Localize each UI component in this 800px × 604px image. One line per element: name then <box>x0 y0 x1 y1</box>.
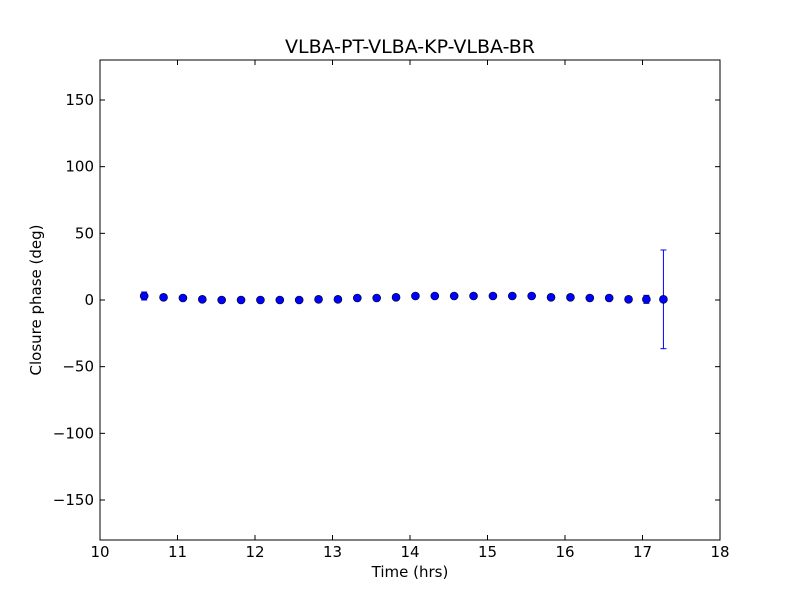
data-point <box>391 293 401 302</box>
x-tick-label: 14 <box>400 543 419 561</box>
data-point <box>256 295 265 305</box>
data-point <box>642 295 651 304</box>
data-point <box>159 293 168 302</box>
x-tick-label: 11 <box>168 543 187 561</box>
data-point <box>314 295 323 304</box>
data-point <box>585 293 595 303</box>
x-tick-label: 13 <box>323 543 342 561</box>
y-tick-label: 50 <box>75 224 94 242</box>
y-tick-label: 150 <box>65 91 94 109</box>
chart-title: VLBA-PT-VLBA-KP-VLBA-BR <box>285 36 535 58</box>
data-point <box>236 295 246 305</box>
data-point <box>198 295 207 304</box>
data-point <box>430 291 440 301</box>
data-point <box>624 295 633 304</box>
data-point <box>275 295 285 305</box>
data-point <box>139 291 149 301</box>
y-tick-label: 0 <box>84 291 94 309</box>
data-point <box>372 293 381 303</box>
axis-ticks: 10 11 12 13 14 15 16 17 18 −150 −100 −50 0 50 100 150 <box>53 60 730 561</box>
data-point <box>546 293 556 302</box>
y-tick-label: 100 <box>65 158 94 176</box>
x-tick-label: 15 <box>478 543 497 561</box>
data-point <box>333 295 343 304</box>
data-point <box>488 291 498 301</box>
data-point <box>604 293 614 303</box>
data-point <box>178 293 188 303</box>
x-tick-label: 16 <box>555 543 574 561</box>
data-point <box>566 293 575 302</box>
plot-area <box>139 249 668 350</box>
y-axis-label: Closure phase (deg) <box>27 225 45 376</box>
data-point <box>659 295 668 304</box>
x-tick-label: 12 <box>245 543 264 561</box>
x-tick-label: 10 <box>90 543 109 561</box>
data-point <box>294 295 304 305</box>
y-tick-label: −150 <box>53 491 94 509</box>
data-point <box>469 291 478 301</box>
x-tick-label: 18 <box>710 543 729 561</box>
data-point <box>449 291 459 301</box>
data-point <box>527 291 536 301</box>
y-tick-label: −100 <box>53 424 94 442</box>
data-point <box>217 295 226 305</box>
x-tick-label: 17 <box>633 543 652 561</box>
data-point <box>352 293 362 303</box>
data-point <box>507 291 517 301</box>
y-tick-label: −50 <box>62 358 94 376</box>
data-point <box>411 291 420 301</box>
x-axis-label: Time (hrs) <box>371 563 449 581</box>
